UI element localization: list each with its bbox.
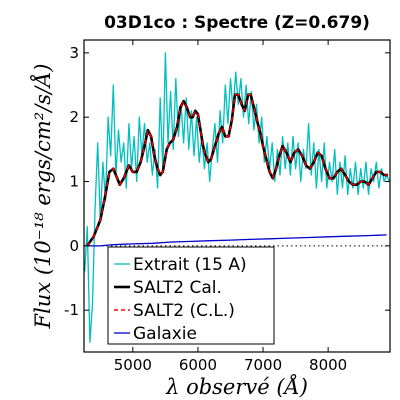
x-tick-label: 8000 [309,356,347,374]
y-tick-label: 0 [69,237,79,255]
y-tick-label: 1 [69,173,79,191]
y-tick-label: 2 [69,108,79,126]
x-tick-label: 5000 [114,356,152,374]
plot-frame [83,39,391,353]
legend-label-salt2-cal: SALT2 Cal. [133,278,222,298]
plot-area [84,52,390,344]
legend-label-galaxie: Galaxie [133,324,197,344]
x-tick-label: 7000 [244,356,282,374]
x-axis-label: λ observé (Å) [165,374,308,399]
legend-box [107,246,275,345]
legend-label-extrait-15-a: Extrait (15 A) [133,255,247,275]
chart-title: 03D1co : Spectre (Z=0.679) [104,13,370,33]
series-line-salt2-c-l [86,94,388,247]
series-line-extrait-15-a [84,52,390,344]
legend: Extrait (15 A) SALT2 Cal. SALT2 (C.L.) Gala… [107,246,275,345]
y-tick-label: -1 [64,301,79,319]
y-axis-label: Flux (10⁻¹⁸ ergs/cm²/s/Å) [30,64,55,330]
y-tick-label: 3 [69,44,79,62]
series-line-galaxie [87,234,387,247]
legend-label-salt2-c-l: SALT2 (C.L.) [133,301,235,321]
x-tick-label: 6000 [179,356,217,374]
